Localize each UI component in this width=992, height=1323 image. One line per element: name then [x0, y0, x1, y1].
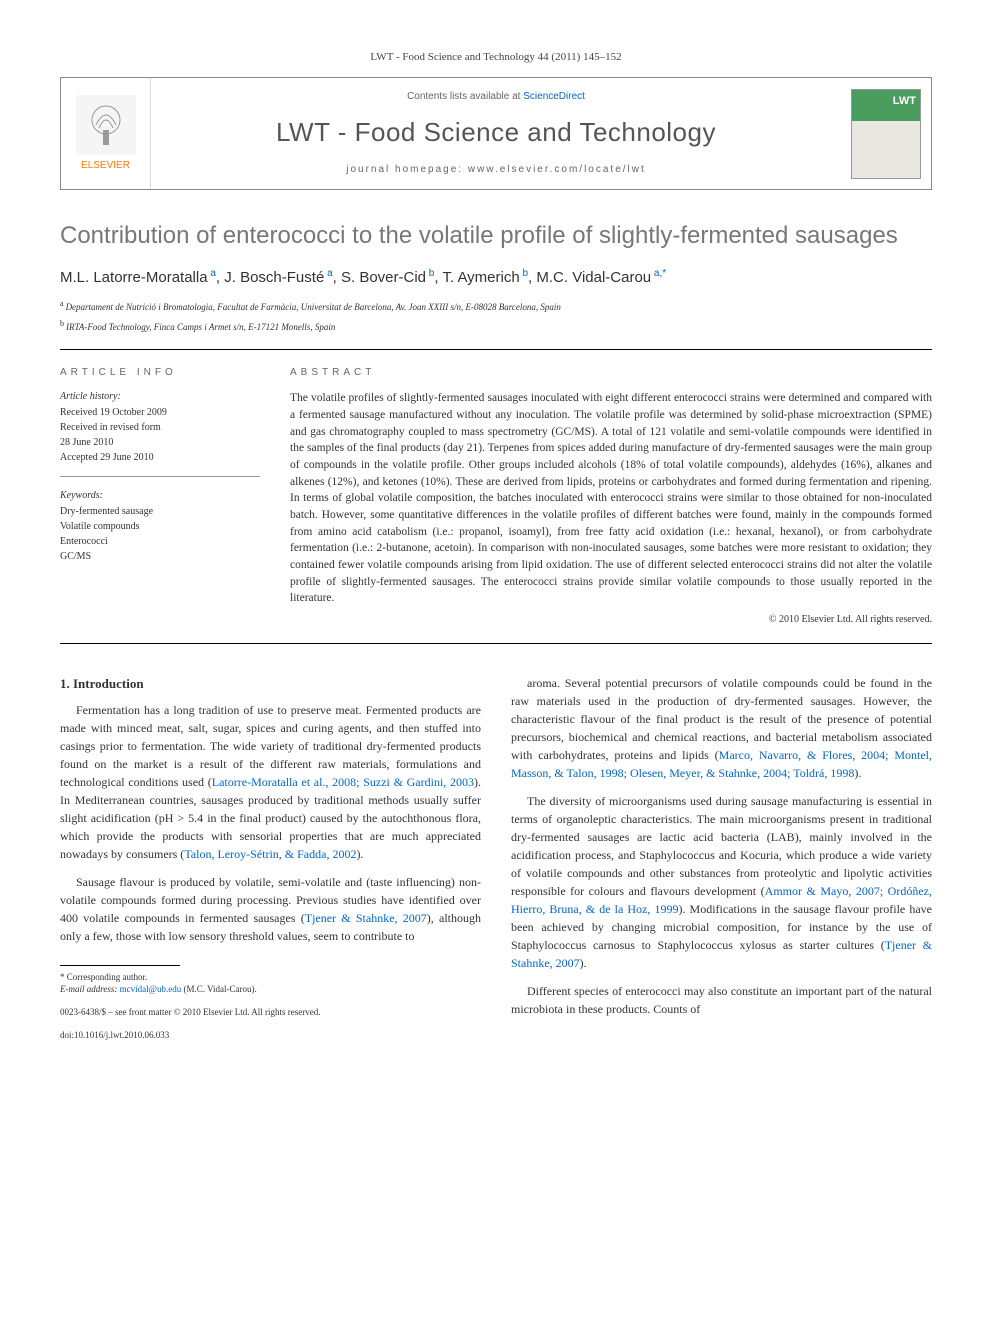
author: J. Bosch-Fusté [224, 269, 324, 286]
homepage-url[interactable]: www.elsevier.com/locate/lwt [468, 164, 646, 175]
separator [60, 643, 932, 644]
keywords-label: Keywords: [60, 489, 260, 503]
citation-link[interactable]: Ammor & Mayo, 2007; Ordóñez, Hierro, Bru… [511, 884, 932, 916]
history-line: Received 19 October 2009 [60, 406, 260, 420]
author-affiliation-sup: a [324, 268, 332, 279]
history-line: Accepted 29 June 2010 [60, 451, 260, 465]
journal-header: ELSEVIER Contents lists available at Sci… [60, 77, 932, 189]
body-paragraph: aroma. Several potential precursors of v… [511, 674, 932, 782]
body-text: 1. Introduction Fermentation has a long … [60, 674, 932, 1043]
author: M.C. Vidal-Carou [536, 269, 651, 286]
body-paragraph: The diversity of microorganisms used dur… [511, 792, 932, 972]
author: M.L. Latorre-Moratalla [60, 269, 208, 286]
author: S. Bover-Cid [341, 269, 426, 286]
keyword: GC/MS [60, 550, 260, 564]
body-paragraph: Different species of enterococci may als… [511, 982, 932, 1018]
author: T. Aymerich [442, 269, 519, 286]
keyword: Enterococci [60, 535, 260, 549]
footnote-separator [60, 965, 180, 966]
email-link[interactable]: mcvidal@ub.edu [120, 984, 182, 994]
affiliation: b IRTA-Food Technology, Finca Camps i Ar… [60, 318, 932, 334]
email-attribution: (M.C. Vidal-Carou). [183, 984, 256, 994]
cover-image [851, 89, 921, 179]
publisher-logo: ELSEVIER [61, 78, 151, 188]
history-line: 28 June 2010 [60, 436, 260, 450]
citation-link[interactable]: Marco, Navarro, & Flores, 2004; Montel, … [511, 748, 932, 780]
contents-available-line: Contents lists available at ScienceDirec… [159, 90, 833, 104]
section-heading: 1. Introduction [60, 674, 481, 694]
copyright-line: © 2010 Elsevier Ltd. All rights reserved… [290, 613, 932, 627]
citation-link[interactable]: Latorre-Moratalla et al., 2008; Suzzi & … [212, 775, 474, 789]
email-label: E-mail address: [60, 984, 117, 994]
homepage-line: journal homepage: www.elsevier.com/locat… [159, 163, 833, 177]
article-info-column: ARTICLE INFO Article history: Received 1… [60, 366, 260, 627]
section-number: 1. [60, 676, 70, 691]
sciencedirect-link[interactable]: ScienceDirect [523, 91, 585, 102]
abstract-text: The volatile profiles of slightly-fermen… [290, 390, 932, 607]
author-affiliation-sup: b [520, 268, 528, 279]
journal-cover-thumb [841, 78, 931, 188]
body-paragraph: Sausage flavour is produced by volatile,… [60, 873, 481, 945]
abstract-column: ABSTRACT The volatile profiles of slight… [290, 366, 932, 627]
affiliation: a Departament de Nutrició i Bromatologia… [60, 298, 932, 314]
history-line: Received in revised form [60, 421, 260, 435]
email-line: E-mail address: mcvidal@ub.edu (M.C. Vid… [60, 984, 481, 996]
keyword: Volatile compounds [60, 520, 260, 534]
author-affiliation-sup: a [208, 268, 216, 279]
history-label: Article history: [60, 390, 260, 404]
right-column: aroma. Several potential precursors of v… [511, 674, 932, 1043]
homepage-prefix: journal homepage: [346, 164, 468, 175]
publisher-name: ELSEVIER [81, 159, 130, 173]
author-affiliation-sup: a,* [651, 268, 666, 279]
header-center: Contents lists available at ScienceDirec… [151, 78, 841, 188]
contents-prefix: Contents lists available at [407, 91, 523, 102]
front-matter-line: 0023-6438/$ – see front matter © 2010 El… [60, 1006, 481, 1020]
authors-line: M.L. Latorre-Moratalla a, J. Bosch-Fusté… [60, 267, 932, 288]
citation-link[interactable]: Talon, Leroy-Sétrin, & Fadda, 2002 [184, 847, 356, 861]
keywords-block: Keywords: Dry-fermented sausageVolatile … [60, 489, 260, 575]
elsevier-tree-icon [76, 95, 136, 155]
keyword: Dry-fermented sausage [60, 505, 260, 519]
left-column: 1. Introduction Fermentation has a long … [60, 674, 481, 1043]
body-paragraph: Fermentation has a long tradition of use… [60, 701, 481, 863]
article-info-heading: ARTICLE INFO [60, 366, 260, 380]
corresponding-author-note: * Corresponding author. [60, 972, 481, 984]
separator [60, 349, 932, 350]
article-title: Contribution of enterococci to the volat… [60, 220, 932, 251]
author-affiliation-sup: b [426, 268, 434, 279]
journal-reference: LWT - Food Science and Technology 44 (20… [60, 50, 932, 65]
citation-link[interactable]: Tjener & Stahnke, 2007 [305, 911, 427, 925]
section-title: Introduction [73, 676, 144, 691]
doi-line: doi:10.1016/j.lwt.2010.06.033 [60, 1029, 481, 1043]
article-history-block: Article history: Received 19 October 200… [60, 390, 260, 477]
abstract-heading: ABSTRACT [290, 366, 932, 380]
journal-name: LWT - Food Science and Technology [159, 114, 833, 150]
citation-link[interactable]: Tjener & Stahnke, 2007 [511, 938, 932, 970]
